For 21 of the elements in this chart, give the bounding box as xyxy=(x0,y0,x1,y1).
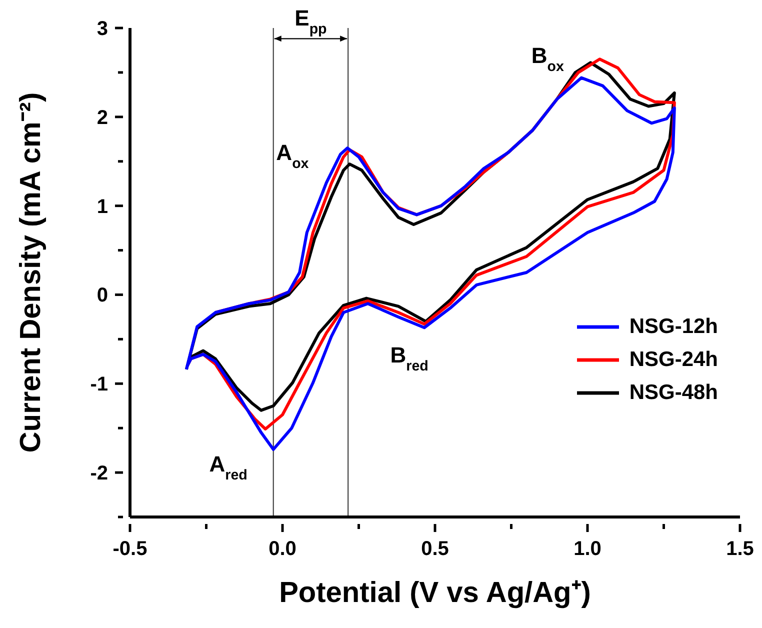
x-axis-title: Potential (V vs Ag/Ag⁺) xyxy=(279,577,591,609)
annotation: A$_{ox}$ xyxy=(276,140,309,172)
y-tick-label: 3 xyxy=(96,18,108,40)
annotation: E$_{pp}$ xyxy=(294,6,328,38)
x-tick-label: 1.5 xyxy=(726,538,754,560)
annotation: B$_{ox}$ xyxy=(531,43,564,76)
legend-label: NSG-24h xyxy=(629,348,718,372)
annotation: A$_{red}$ xyxy=(209,451,248,484)
legend-label: NSG-12h xyxy=(629,314,718,338)
y-tick-label: -1 xyxy=(90,374,108,396)
annotation: B$_{red}$ xyxy=(390,342,428,375)
x-tick-label: 0.0 xyxy=(268,538,296,560)
y-tick-label: 2 xyxy=(96,106,108,129)
y-tick-label: 0 xyxy=(96,284,108,307)
x-tick-label: 1.0 xyxy=(574,538,602,560)
y-tick-label: 1 xyxy=(96,196,108,218)
legend-label: NSG-48h xyxy=(629,380,718,404)
x-tick-label: 0.5 xyxy=(421,538,449,560)
x-tick-label: -0.5 xyxy=(112,538,148,560)
y-axis-title: Current Density (mA cm⁻²) xyxy=(15,92,47,453)
y-tick-label: -2 xyxy=(90,462,108,485)
